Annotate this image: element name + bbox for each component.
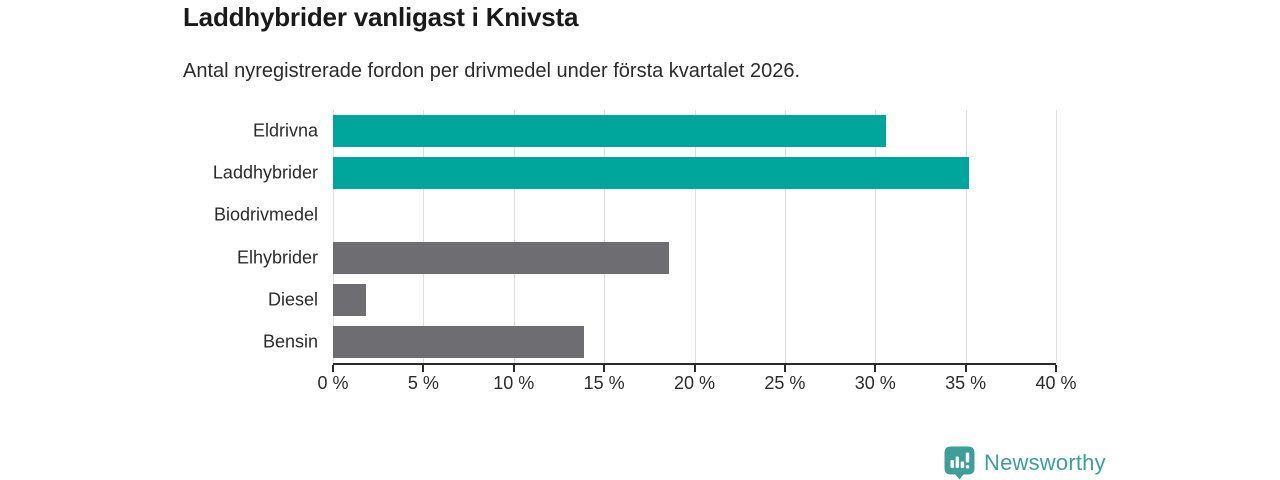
bar-laddhybrider [333,157,970,190]
axis-tick [693,365,696,372]
category-label: Biodrivmedel [213,204,318,225]
gridline [875,110,877,363]
bar-chart-pin-icon [944,446,975,480]
category-label: Laddhybrider [212,162,318,183]
gridline [333,110,334,363]
bar-diesel [333,283,366,316]
gridline [694,110,696,363]
axis-tick [603,365,606,372]
axis-tick [783,365,786,372]
x-tick-label: 15 % [583,373,625,393]
bar-elhybrider [333,241,670,274]
axis-tick [1055,365,1057,372]
axis-tick [964,365,967,372]
chart-subtitle: Antal nyregistrerade fordon per drivmede… [183,60,801,82]
x-tick-label: 30 % [854,373,896,393]
plot-area [332,110,1057,372]
gridline [784,110,786,363]
x-tick-label: 10 % [493,373,535,393]
chart-title: Laddhybrider vanligast i Knivsta [183,2,579,32]
axis-tick [422,365,425,372]
category-label: Diesel [267,289,318,310]
bar-bensin [333,325,585,358]
gridline [604,110,606,363]
newsworthy-logo: Newsworthy [944,446,1106,480]
gridline [965,110,967,363]
x-tick-label: 0 % [317,373,349,393]
x-tick-label: 5 % [407,373,439,393]
gridline [1056,110,1057,363]
bar-eldrivna [333,115,887,148]
x-tick-label: 20 % [673,373,716,393]
x-tick-label: 40 % [1035,373,1077,393]
axis-tick [332,365,334,372]
category-label: Elhybrider [236,247,318,268]
logo-text: Newsworthy [984,450,1106,475]
axis-tick [512,365,515,372]
gridline [423,110,425,363]
category-label: Eldrivna [252,120,318,141]
gridline [513,110,515,363]
x-tick-label: 25 % [764,373,806,393]
x-tick-label: 35 % [945,373,987,393]
axis-tick [874,365,877,372]
category-label: Bensin [262,331,318,352]
